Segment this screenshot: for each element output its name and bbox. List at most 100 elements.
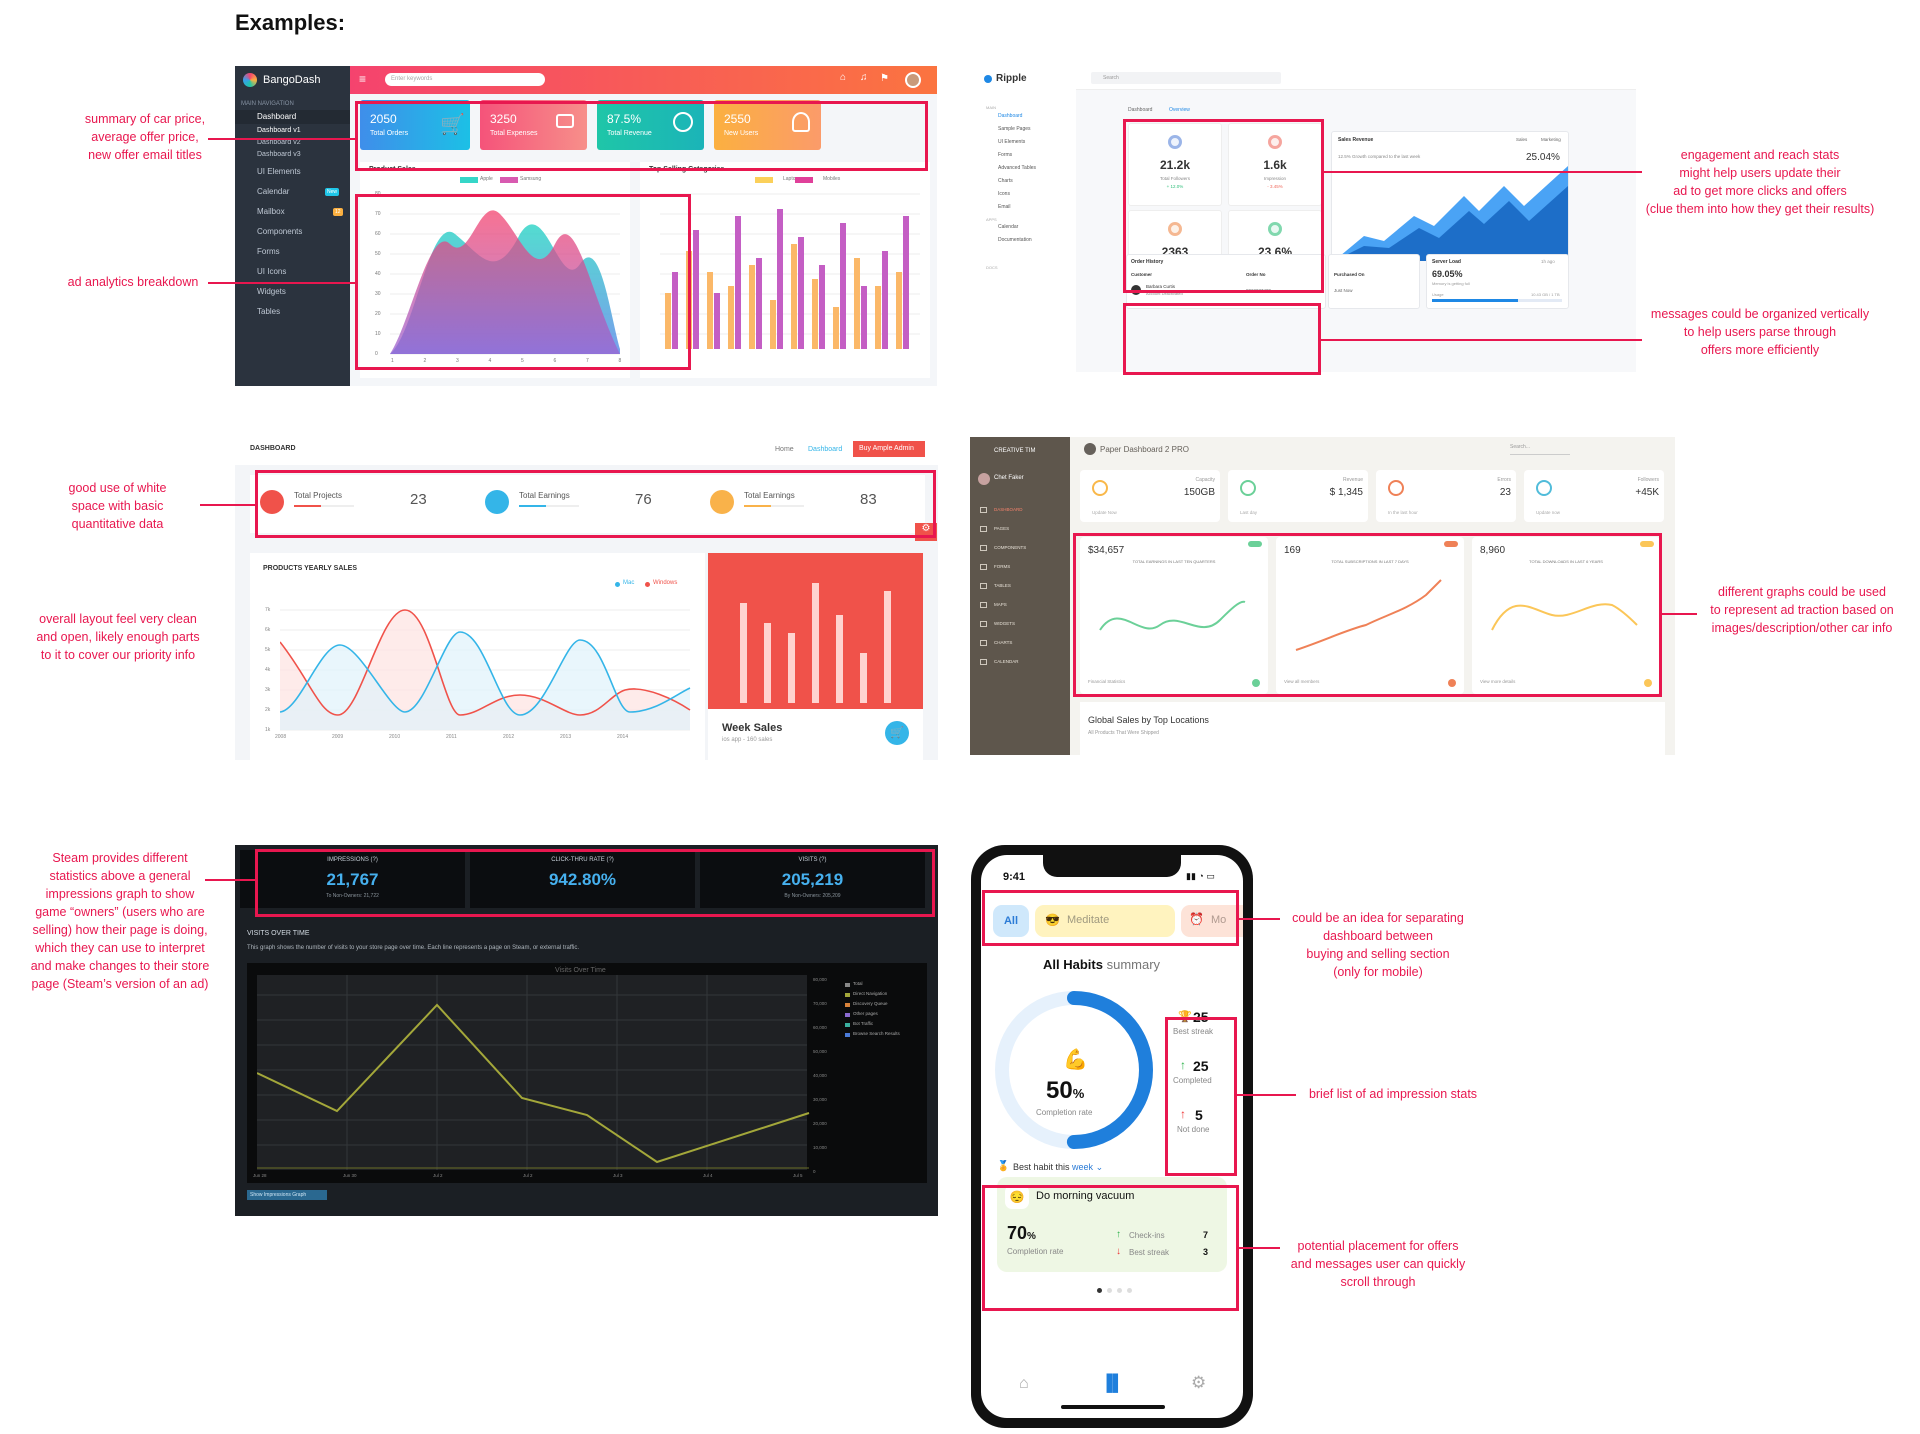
- ample-buy-button[interactable]: Buy Ample Admin: [853, 441, 925, 457]
- bango-card-users[interactable]: 2550 New Users: [714, 100, 821, 150]
- page-dot-active[interactable]: [1097, 1288, 1102, 1293]
- paper-search-input[interactable]: Search...: [1510, 444, 1570, 455]
- tab-more[interactable]: ⏰ Mo: [1181, 905, 1243, 937]
- best-habit-label[interactable]: Best habit this week ⌄: [1013, 1162, 1103, 1173]
- note-steam-stats: Steam provides different statistics abov…: [30, 851, 210, 991]
- ample-yearly-chart: [280, 609, 691, 731]
- ripple-purchased-card: [1328, 254, 1420, 309]
- paper-stat-card[interactable]: [1080, 470, 1220, 522]
- tab-meditate[interactable]: 😎 Meditate: [1035, 905, 1175, 937]
- bango-nav-dashboard[interactable]: Dashboard: [257, 112, 297, 121]
- bar-laptops: [749, 265, 755, 349]
- paper-nav-item[interactable]: CHARTS: [994, 640, 1013, 645]
- bango-card-expenses[interactable]: 3250 Total Expenses: [480, 100, 587, 150]
- best-habit-card[interactable]: [997, 1177, 1227, 1272]
- settings-icon[interactable]: ⚙: [1191, 1373, 1207, 1392]
- page-dot[interactable]: [1127, 1288, 1132, 1293]
- home-icon[interactable]: ⌂: [1019, 1375, 1029, 1392]
- bango-nav-tables[interactable]: Tables: [257, 307, 281, 316]
- ripple-nav-item[interactable]: Icons: [998, 191, 1010, 197]
- ripple-nav-item[interactable]: Forms: [998, 152, 1013, 158]
- legend-swatch: [845, 1033, 850, 1037]
- bango-nav-dashboard-v1[interactable]: Dashboard v1: [257, 127, 301, 134]
- graph-foot[interactable]: View more details: [1480, 679, 1516, 684]
- ripple-breadcrumb-2[interactable]: Overview: [1169, 107, 1190, 113]
- bango-brand: BangoDash: [263, 74, 321, 86]
- ripple-nav-section: MAIN: [986, 105, 996, 110]
- ripple-nav-item[interactable]: Email: [998, 204, 1011, 210]
- bango-nav-dashboard-v2[interactable]: Dashboard v2: [257, 139, 301, 146]
- paper-nav-item[interactable]: DASHBOARD: [994, 507, 1023, 512]
- page-dot[interactable]: [1107, 1288, 1112, 1293]
- note-bango-summary: summary of car price, average offer pric…: [84, 112, 206, 162]
- bango-bell-icon[interactable]: ♫: [860, 72, 868, 83]
- bango-nav-ui-icons[interactable]: UI Icons: [257, 267, 287, 276]
- bango-nav-forms[interactable]: Forms: [257, 247, 280, 256]
- ripple-breadcrumb-1[interactable]: Dashboard: [1128, 107, 1153, 113]
- paper-nav-item[interactable]: FORMS: [994, 564, 1011, 569]
- paper-nav-item[interactable]: COMPONENTS: [994, 545, 1027, 550]
- bango-search-input[interactable]: Enter keywords: [385, 73, 545, 86]
- paper-nav-item[interactable]: CALENDAR: [994, 659, 1019, 664]
- paper-nav-item[interactable]: TABLES: [994, 583, 1011, 588]
- ripple-nav-item[interactable]: UI Elements: [998, 139, 1026, 145]
- stat-value: 23: [1499, 487, 1511, 498]
- graph-foot[interactable]: Financial Statistics: [1088, 679, 1126, 684]
- bar-mobiles: [861, 286, 867, 349]
- graph-caption: TOTAL DOWNLOADS IN LAST 6 YEARS: [1529, 559, 1603, 564]
- ripple-nav-item[interactable]: Charts: [998, 178, 1013, 184]
- bango-nav-widgets[interactable]: Widgets: [257, 287, 286, 296]
- steam-impressions-button[interactable]: Show Impressions Graph: [247, 1190, 327, 1200]
- top-selling-chart: [660, 177, 920, 349]
- page-title: Examples:: [235, 10, 346, 35]
- bango-nav-mailbox[interactable]: Mailbox: [257, 207, 285, 216]
- bango-menu-icon[interactable]: ≡: [359, 72, 367, 86]
- ripple-nav-item[interactable]: Dashboard: [998, 113, 1023, 119]
- ripple-nav-item[interactable]: Calendar: [998, 224, 1019, 230]
- paper-stat-card[interactable]: [1376, 470, 1516, 522]
- x-tick-label: 2011: [446, 734, 457, 740]
- paper-graph-card[interactable]: [1276, 537, 1464, 694]
- metric-value: 76: [635, 491, 652, 508]
- paper-nav-item[interactable]: MAPS: [994, 602, 1007, 607]
- paper-user[interactable]: Chet Faker: [994, 475, 1024, 481]
- bango-card-revenue[interactable]: 87.5% Total Revenue: [597, 100, 704, 150]
- bango-avatar[interactable]: [905, 72, 921, 88]
- checkins-arrow-icon: ↑: [1116, 1229, 1121, 1240]
- bango-flag-icon[interactable]: ⚑: [880, 73, 889, 84]
- paper-graph-card[interactable]: [1080, 537, 1268, 694]
- graph-foot-icon[interactable]: [1252, 679, 1260, 687]
- trophy-icon: 🏆: [1178, 1011, 1192, 1023]
- y-tick-label: 50,000: [813, 1049, 827, 1054]
- ripple-search-input[interactable]: Search: [1091, 72, 1281, 84]
- bango-nav-ui-elements[interactable]: UI Elements: [257, 167, 301, 176]
- graph-foot[interactable]: View all members: [1284, 679, 1320, 684]
- page-dot[interactable]: [1117, 1288, 1122, 1293]
- stats-icon[interactable]: ▐▌: [1101, 1375, 1124, 1392]
- ample-gear-button[interactable]: ⚙: [915, 523, 937, 541]
- paper-stat-card[interactable]: [1524, 470, 1664, 522]
- bango-nav-calendar[interactable]: Calendar: [257, 187, 290, 196]
- paper-nav-item[interactable]: PAGES: [994, 526, 1010, 531]
- graph-foot-icon[interactable]: [1644, 679, 1652, 687]
- streak-arrow-icon: ↓: [1116, 1246, 1121, 1257]
- ample-breadcrumb-home[interactable]: Home: [775, 446, 794, 453]
- paper-back-button[interactable]: [1084, 443, 1096, 455]
- ample-cart-button[interactable]: 🛒: [885, 721, 909, 745]
- ripple-nav-item[interactable]: Sample Pages: [998, 126, 1031, 132]
- y-tick-label: 1k: [265, 727, 271, 733]
- ripple-nav-item[interactable]: Advanced Tables: [998, 165, 1036, 171]
- completion-percent: 50%: [1046, 1077, 1084, 1105]
- bango-nav-dashboard-v3[interactable]: Dashboard v3: [257, 151, 301, 158]
- paper-nav-item[interactable]: WIDGETS: [994, 621, 1015, 626]
- graph-foot-icon[interactable]: [1448, 679, 1456, 687]
- paper-global-title: Global Sales by Top Locations: [1088, 715, 1209, 725]
- bango-nav-components[interactable]: Components: [257, 227, 303, 236]
- bango-nav-active[interactable]: [235, 110, 350, 124]
- bango-home-icon[interactable]: ⌂: [840, 72, 847, 83]
- tab-all[interactable]: All: [993, 905, 1029, 937]
- ripple-nav-item[interactable]: Documentation: [998, 237, 1032, 243]
- paper-stat-card[interactable]: [1228, 470, 1368, 522]
- ample-breadcrumb-dashboard[interactable]: Dashboard: [808, 446, 843, 453]
- bango-card-orders[interactable]: 2050 Total Orders 🛒: [360, 100, 470, 150]
